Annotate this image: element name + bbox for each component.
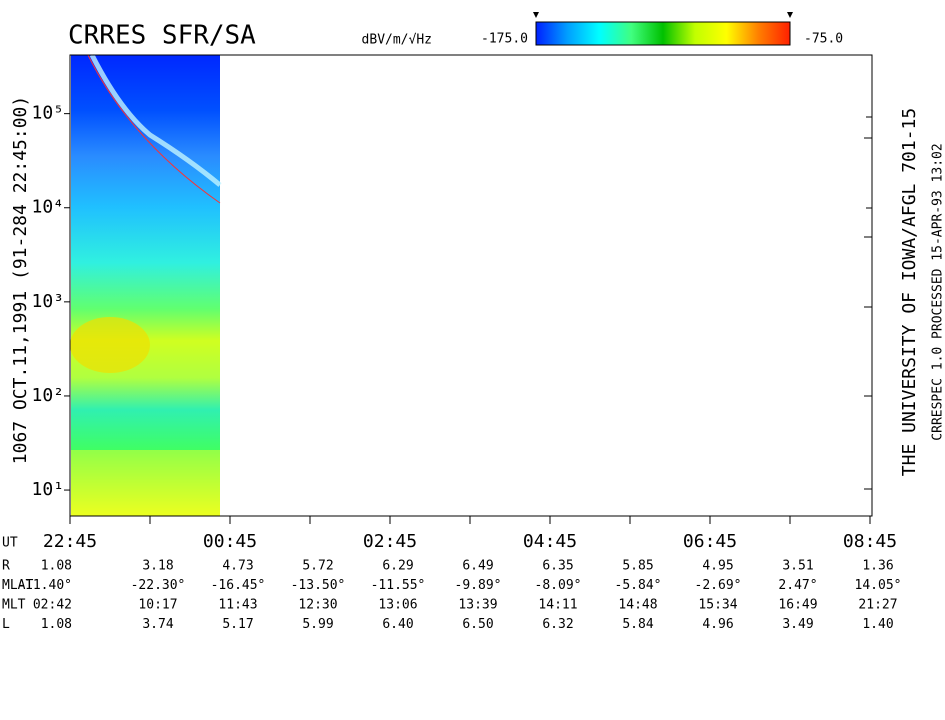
y-tick-label: 10⁴: [31, 197, 64, 218]
ephemeris-value: 4.95: [702, 559, 733, 574]
left-caption: 1067 OCT.11,1991 (91-284 22:45:00): [10, 96, 31, 464]
ephemeris-value: -13.50°: [291, 578, 346, 593]
ephemeris-value: -22.30°: [131, 578, 186, 593]
ephemeris-value: 4.96: [702, 617, 733, 632]
ephemeris-value: 02:42: [33, 598, 72, 613]
x-axis-label: UT: [2, 536, 18, 551]
ephemeris-value: -2.69°: [695, 578, 742, 593]
plot-frame: [69, 54, 873, 517]
ephemeris-value: 3.18: [142, 559, 173, 574]
ephemeris-value: 6.29: [382, 559, 413, 574]
ephemeris-value: 3.74: [142, 617, 173, 632]
y-tick-label: 10⁵: [31, 103, 64, 124]
ephemeris-name: MLT: [2, 598, 26, 613]
ephemeris-value: 2.47°: [778, 578, 817, 593]
y-tick-label: 10³: [31, 291, 64, 312]
ephemeris-value: 3.51: [782, 559, 813, 574]
ephemeris-value: 4.73: [222, 559, 253, 574]
ephemeris-value: -11.40°: [17, 578, 72, 593]
right-axis-ticks: [864, 116, 872, 490]
ephemeris-value: 1.08: [41, 559, 72, 574]
colorbar-label: dBV/m/√Hz: [362, 33, 432, 48]
ephemeris-value: 14.05°: [855, 578, 902, 593]
y-tick-label: 10²: [31, 385, 64, 406]
ephemeris-value: 11:43: [218, 598, 257, 613]
colorbar: [535, 21, 791, 46]
x-tick-label: 06:45: [683, 531, 737, 552]
right-caption-2: CRRESPEC 1.0 PROCESSED 15-APR-93 13:02: [931, 143, 945, 440]
ephemeris-value: 21:27: [858, 598, 897, 613]
ephemeris-value: 15:34: [698, 598, 737, 613]
ephemeris-value: 13:39: [458, 598, 497, 613]
ephemeris-value: 14:48: [618, 598, 657, 613]
ephemeris-name: MLAT: [2, 578, 33, 593]
ephemeris-value: 5.17: [222, 617, 253, 632]
x-tick-label: 22:45: [43, 531, 97, 552]
x-tick-label: 02:45: [363, 531, 417, 552]
ephemeris-value: -9.89°: [455, 578, 502, 593]
ephemeris-value: 10:17: [138, 598, 177, 613]
colorbar-tick-label: -175.0: [481, 32, 528, 47]
ephemeris-name: L: [2, 617, 10, 632]
spectrogram: [70, 53, 222, 516]
ephemeris-value: 6.49: [462, 559, 493, 574]
ephemeris-value: 12:30: [298, 598, 337, 613]
ephemeris-value: -5.84°: [615, 578, 662, 593]
ephemeris-value: 6.50: [462, 617, 493, 632]
y-tick-label: 10¹: [31, 479, 64, 500]
ephemeris-value: 13:06: [378, 598, 417, 613]
ephemeris-value: 6.32: [542, 617, 573, 632]
ephemeris-value: 6.35: [542, 559, 573, 574]
x-tick-label: 04:45: [523, 531, 577, 552]
ephemeris-value: 1.40: [862, 617, 893, 632]
ephemeris-value: -8.09°: [535, 578, 582, 593]
right-caption: THE UNIVERSITY OF IOWA/AFGL 701-15: [899, 108, 920, 476]
ephemeris-value: 6.40: [382, 617, 413, 632]
ephemeris-value: 14:11: [538, 598, 577, 613]
ephemeris-value: 5.85: [622, 559, 653, 574]
x-tick-label: 08:45: [843, 531, 897, 552]
colorbar-tick: [787, 12, 793, 18]
ephemeris-value: 1.08: [41, 617, 72, 632]
ephemeris-value: 1.36: [862, 559, 893, 574]
colorbar-tick-label: -75.0: [804, 32, 843, 47]
ephemeris-value: 3.49: [782, 617, 813, 632]
ephemeris-value: 5.84: [622, 617, 653, 632]
ephemeris-name: R: [2, 559, 10, 574]
ephemeris-value: -16.45°: [211, 578, 266, 593]
ephemeris-value: -11.55°: [371, 578, 426, 593]
chart-title: CRRES SFR/SA: [68, 21, 256, 51]
colorbar-tick: [533, 12, 539, 18]
ephemeris-value: 5.99: [302, 617, 333, 632]
ephemeris-value: 5.72: [302, 559, 333, 574]
ephemeris-value: 16:49: [778, 598, 817, 613]
x-tick-label: 00:45: [203, 531, 257, 552]
